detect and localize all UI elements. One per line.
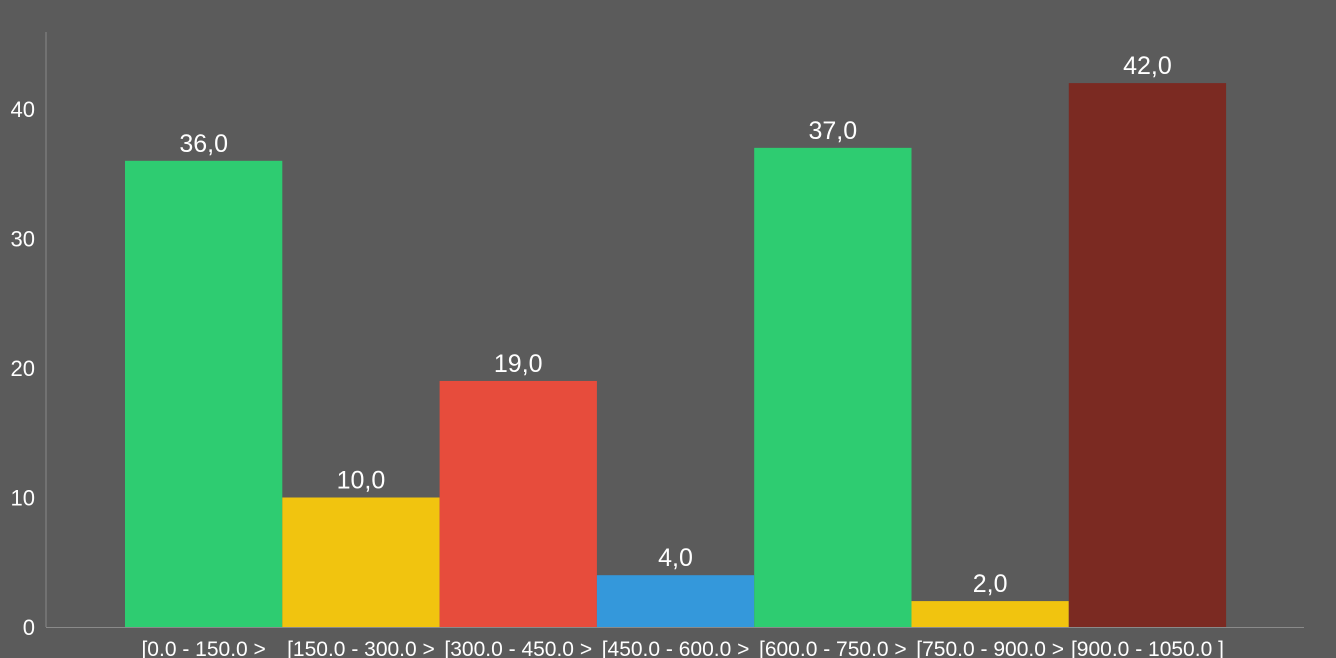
y-tick-label: 30 bbox=[11, 227, 35, 252]
value-labels: 36,0 10,0 19,0 4,0 37,0 2,0 42,0 bbox=[179, 52, 1171, 598]
bar-value-label: 36,0 bbox=[179, 130, 228, 158]
bar bbox=[125, 160, 283, 628]
y-tick-label: 0 bbox=[23, 615, 35, 640]
y-axis-ticks: 0 10 20 30 40 bbox=[11, 97, 35, 640]
x-tick-label: [750.0 - 900.0 > bbox=[916, 638, 1064, 658]
bar bbox=[596, 575, 755, 627]
bars bbox=[125, 83, 1227, 628]
bar bbox=[754, 147, 912, 627]
bar-value-label: 19,0 bbox=[494, 350, 543, 378]
bar-value-label: 10,0 bbox=[337, 467, 386, 495]
x-tick-label: [600.0 - 750.0 > bbox=[759, 638, 907, 658]
bar bbox=[439, 380, 597, 627]
bar-value-label: 42,0 bbox=[1123, 52, 1172, 80]
bar bbox=[282, 497, 440, 627]
y-tick-label: 40 bbox=[11, 97, 35, 122]
bar-value-label: 4,0 bbox=[658, 544, 693, 572]
bar bbox=[1068, 83, 1227, 628]
x-tick-label: [150.0 - 300.0 > bbox=[287, 638, 435, 658]
x-tick-label: [0.0 - 150.0 > bbox=[141, 638, 265, 658]
bar bbox=[911, 601, 1069, 627]
x-axis-tick-labels: [0.0 - 150.0 > [150.0 - 300.0 > [300.0 - 4… bbox=[141, 638, 1223, 658]
y-tick-label: 10 bbox=[11, 486, 35, 511]
bar-value-label: 37,0 bbox=[809, 117, 858, 145]
y-tick-label: 20 bbox=[11, 356, 35, 381]
x-tick-label: [900.0 - 1050.0 ] bbox=[1071, 638, 1224, 658]
x-tick-label: [450.0 - 600.0 > bbox=[602, 638, 750, 658]
bar-value-label: 2,0 bbox=[973, 570, 1008, 598]
x-tick-label: [300.0 - 450.0 > bbox=[444, 638, 592, 658]
